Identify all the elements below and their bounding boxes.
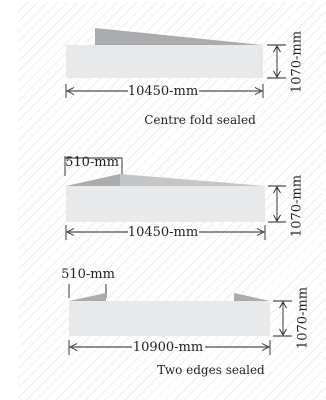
caption-two-edges: Two edges sealed	[157, 363, 265, 377]
height-dimension-2	[268, 185, 286, 223]
centre-fold-flap	[95, 28, 263, 45]
edge-flap-2-dark	[66, 174, 120, 186]
height-dimension-3	[273, 300, 292, 337]
fold-leader-2	[64, 156, 123, 176]
panel-single-edge	[66, 186, 265, 222]
panel-two-edges	[69, 301, 270, 336]
fold-label-2: 510-mm	[65, 155, 119, 170]
length-dimension-3	[68, 340, 271, 355]
diagram-single-edge: 510-mm 10450-mm 1070-mm	[64, 155, 305, 240]
edge-flap-3-right	[234, 293, 270, 301]
panel-centre-fold	[66, 45, 263, 78]
edge-flap-3-left	[69, 293, 106, 301]
edge-flap-2-long	[120, 174, 265, 186]
length-dimension-2	[65, 225, 266, 240]
fold-label-3: 510-mm	[61, 267, 115, 282]
length-label-1: 10450-mm	[128, 84, 198, 99]
caption-centre-fold: Centre fold sealed	[144, 113, 256, 127]
height-label-1: 1070-mm	[290, 31, 305, 93]
diagram-two-edges: 510-mm 10900-mm 1070-mm Two edges sealed	[61, 267, 310, 377]
height-label-2: 1070-mm	[290, 175, 305, 237]
diagram-centre-fold: 10450-mm 1070-mm Centre fold sealed	[65, 28, 305, 127]
height-dimension-1	[267, 44, 286, 79]
length-label-2: 10450-mm	[128, 225, 198, 240]
height-label-3: 1070-mm	[296, 287, 311, 349]
length-label-3: 10900-mm	[133, 340, 203, 355]
length-dimension-1	[65, 84, 264, 98]
